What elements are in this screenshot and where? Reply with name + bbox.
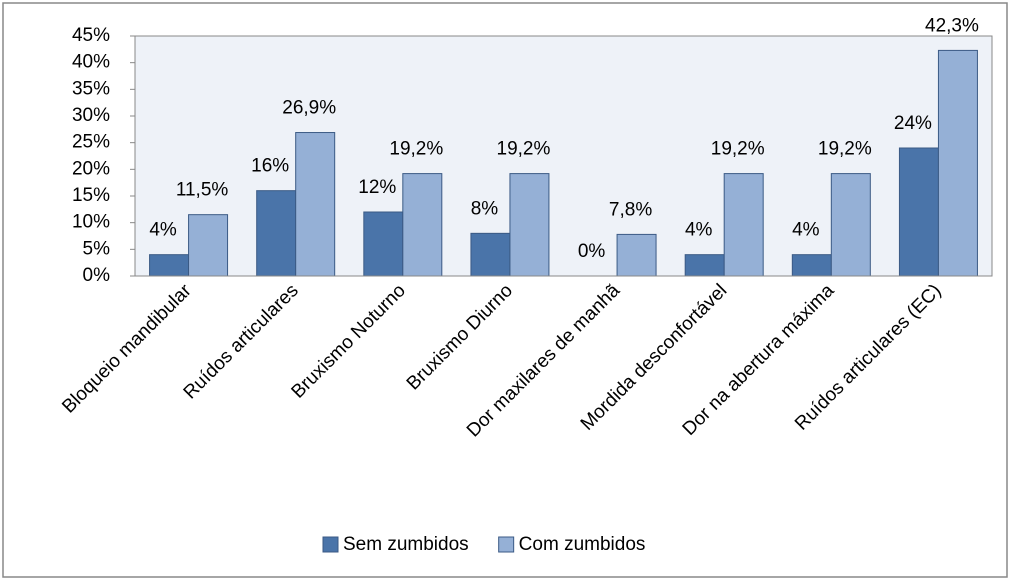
value-label: 16% xyxy=(251,156,289,177)
value-label: 42,3% xyxy=(925,15,979,36)
bar xyxy=(188,214,229,277)
y-tick-label: 5% xyxy=(83,238,111,259)
y-tick-label: 0% xyxy=(83,265,111,286)
value-label: 4% xyxy=(149,220,177,241)
value-label: 7,8% xyxy=(609,199,652,220)
y-tick-label: 40% xyxy=(72,52,110,73)
value-label: 19,2% xyxy=(818,139,872,160)
bar xyxy=(256,190,297,277)
bar xyxy=(937,49,978,277)
bar xyxy=(898,147,939,277)
legend-label: Sem zumbidos xyxy=(343,534,469,555)
value-label: 11,5% xyxy=(176,180,229,201)
y-tick-label: 30% xyxy=(72,105,110,126)
bar xyxy=(830,173,871,277)
bar xyxy=(791,254,832,277)
bar xyxy=(684,254,725,277)
bar xyxy=(149,254,190,277)
bar xyxy=(509,173,550,277)
legend-label: Com zumbidos xyxy=(519,534,646,555)
value-label: 4% xyxy=(792,220,820,241)
value-label: 26,9% xyxy=(282,98,336,119)
y-tick-label: 15% xyxy=(72,185,110,206)
y-tick-label: 35% xyxy=(72,78,110,99)
legend-swatch xyxy=(322,536,339,553)
value-label: 4% xyxy=(685,220,713,241)
bar xyxy=(723,173,764,277)
value-label: 12% xyxy=(358,177,396,198)
bar xyxy=(616,233,657,277)
value-label: 19,2% xyxy=(711,139,765,160)
value-label: 19,2% xyxy=(389,139,443,160)
bar xyxy=(470,232,511,277)
bar xyxy=(402,173,443,277)
value-label: 24% xyxy=(894,113,932,134)
bar xyxy=(363,211,404,277)
y-tick-label: 45% xyxy=(72,25,110,46)
value-label: 0% xyxy=(578,241,606,262)
value-label: 19,2% xyxy=(497,139,551,160)
y-tick-label: 20% xyxy=(72,158,110,179)
legend-swatch xyxy=(498,536,515,553)
y-tick-label: 10% xyxy=(72,212,110,233)
bar xyxy=(295,132,336,277)
value-label: 8% xyxy=(471,198,499,219)
y-tick-label: 25% xyxy=(72,132,110,153)
